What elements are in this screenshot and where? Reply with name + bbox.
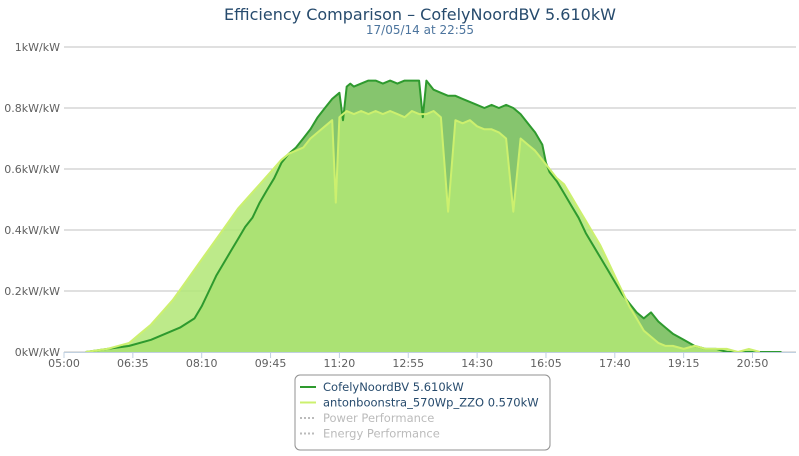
x-tick-label: 14:30 (461, 357, 493, 370)
x-tick-label: 12:55 (392, 357, 424, 370)
legend: CofelyNoordBV 5.610kW antonboonstra_570Wp… (294, 374, 551, 451)
legend-item-4[interactable]: Energy Performance (300, 427, 440, 441)
x-tick-label: 17:40 (599, 357, 631, 370)
x-tick-label: 16:05 (530, 357, 562, 370)
legend-label: antonboonstra_570Wp_ZZO 0.570kW (323, 396, 539, 410)
series-area-2 (85, 111, 760, 352)
y-axis-labels: 0kW/kW 0.2kW/kW 0.4kW/kW 0.6kW/kW 0.8kW/kW 1k… (4, 41, 60, 359)
legend-label: Power Performance (323, 411, 434, 425)
y-tick-label: 0kW/kW (15, 346, 60, 359)
legend-item-2[interactable]: antonboonstra_570Wp_ZZO 0.570kW (300, 396, 539, 410)
legend-label: CofelyNoordBV 5.610kW (323, 380, 464, 394)
y-tick-label: 0.8kW/kW (4, 102, 60, 115)
chart-subtitle: 17/05/14 at 22:55 (366, 23, 474, 37)
legend-label: Energy Performance (323, 427, 440, 441)
y-tick-label: 0.6kW/kW (4, 163, 60, 176)
series-line-2 (85, 110, 761, 353)
x-tick-label: 08:10 (186, 357, 218, 370)
x-tick-label: 19:15 (668, 357, 700, 370)
series-line-1 (85, 79, 782, 353)
x-tick-label: 09:45 (255, 357, 287, 370)
x-axis: 05:00 06:35 08:10 09:45 11:20 12:55 14:30 16:05… (48, 352, 796, 370)
legend-box (294, 374, 551, 451)
x-tick-label: 06:35 (117, 357, 149, 370)
legend-item-1[interactable]: CofelyNoordBV 5.610kW (300, 380, 464, 394)
x-tick-label: 05:00 (48, 357, 80, 370)
x-tick-label: 20:50 (737, 357, 769, 370)
y-tick-label: 1kW/kW (15, 41, 60, 54)
legend-item-3[interactable]: Power Performance (300, 411, 434, 425)
x-tick-label: 11:20 (324, 357, 356, 370)
plot-area (85, 79, 782, 353)
y-tick-label: 0.2kW/kW (4, 285, 60, 298)
chart-title: Efficiency Comparison – CofelyNoordBV 5.… (224, 5, 616, 24)
y-tick-label: 0.4kW/kW (4, 224, 60, 237)
